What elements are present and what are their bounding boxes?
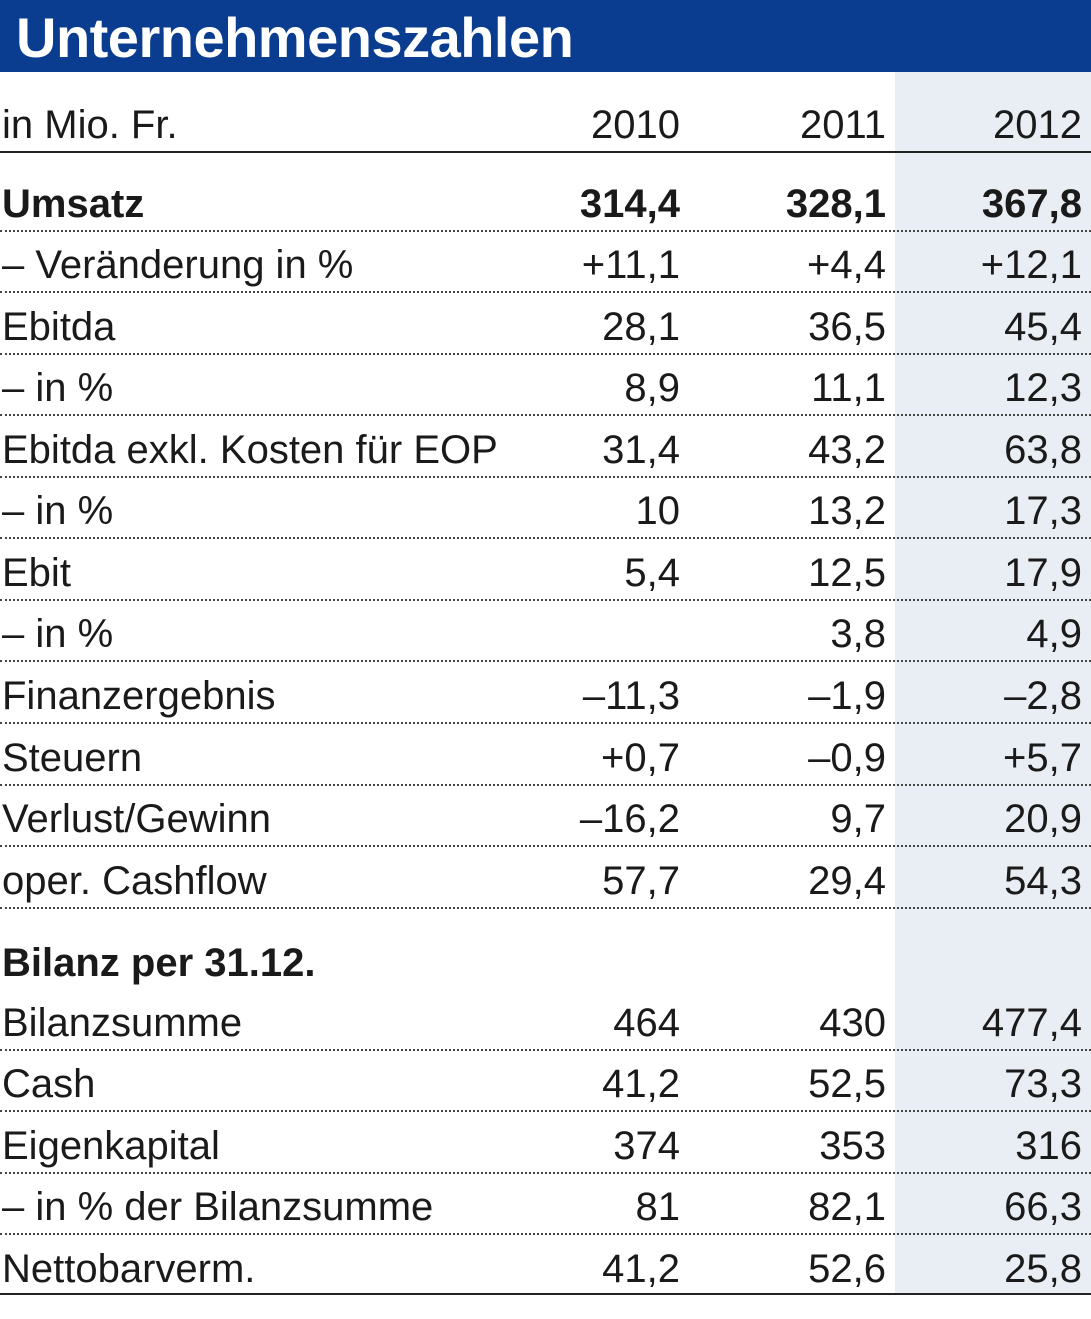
row-label: Eigenkapital [2, 1124, 220, 1168]
value-2010: 464 [613, 1001, 680, 1045]
value-2011: 52,6 [808, 1247, 886, 1291]
value-2010: 374 [613, 1124, 680, 1168]
value-2010: 8,9 [624, 366, 680, 410]
value-2011: –0,9 [808, 736, 886, 780]
value-2010: +0,7 [601, 736, 680, 780]
row-label: Nettobarverm. [2, 1247, 256, 1291]
unit-label: in Mio. Fr. [2, 103, 178, 147]
table-row: oper. Cashflow 57,7 29,4 54,3 [0, 848, 1091, 909]
value-2010: 81 [635, 1185, 681, 1229]
value-2010: 28,1 [602, 305, 680, 349]
value-2012: 20,9 [1004, 797, 1082, 841]
row-label: – in % [2, 366, 114, 410]
row-label: Umsatz [2, 182, 145, 226]
row-label: – in % [2, 489, 114, 533]
value-2012: 17,3 [1004, 489, 1082, 533]
table-row: Verlust/Gewinn –16,2 9,7 20,9 [0, 786, 1091, 847]
year-header-2010: 2010 [591, 103, 680, 147]
row-label: Cash [2, 1062, 96, 1106]
table-row: – in % 10 13,2 17,3 [0, 478, 1091, 539]
table-row: Ebitda exkl. Kosten für EOP 31,4 43,2 63,8 [0, 417, 1091, 478]
table-row: – in % der Bilanzsumme 81 82,1 66,3 [0, 1174, 1091, 1235]
row-label: Finanzergebnis [2, 674, 276, 718]
row-label: – in % [2, 612, 114, 656]
value-2010: 57,7 [602, 859, 680, 903]
value-2011: 43,2 [808, 428, 886, 472]
row-label: – Veränderung in % [2, 243, 354, 287]
value-2011: 430 [819, 1001, 886, 1045]
value-2011: 82,1 [808, 1185, 886, 1229]
value-2011: 29,4 [808, 859, 886, 903]
value-2011: +4,4 [807, 243, 886, 287]
bottom-rule [0, 1293, 1091, 1295]
value-2011: 13,2 [808, 489, 886, 533]
row-label: Ebit [2, 551, 71, 595]
header-rule [0, 151, 1091, 153]
table-row: Ebitda 28,1 36,5 45,4 [0, 294, 1091, 355]
value-2011: 328,1 [785, 182, 886, 226]
value-2011: 3,8 [830, 612, 886, 656]
row-label: Ebitda [2, 305, 116, 349]
year-header-2011: 2011 [799, 103, 886, 147]
value-2012: 477,4 [981, 1001, 1082, 1045]
value-2012: 73,3 [1004, 1062, 1082, 1106]
row-label: Ebitda exkl. Kosten für EOP [2, 428, 498, 472]
value-2011: 12,5 [808, 551, 886, 595]
value-2012: 63,8 [1004, 428, 1082, 472]
value-2012: 17,9 [1004, 551, 1082, 595]
table-row: – in % 3,8 4,9 [0, 601, 1091, 662]
value-2012: 45,4 [1004, 305, 1082, 349]
table-row: Ebit 5,4 12,5 17,9 [0, 540, 1091, 601]
value-2010: 5,4 [624, 551, 680, 595]
table-row: Eigenkapital 374 353 316 [0, 1113, 1091, 1174]
value-2011: 11,1 [811, 366, 886, 410]
highlight-column-2012 [895, 72, 1091, 1294]
value-2012: 316 [1015, 1124, 1082, 1168]
value-2012: 66,3 [1004, 1185, 1082, 1229]
value-2012: 4,9 [1026, 612, 1082, 656]
value-2012: –2,8 [1004, 674, 1082, 718]
value-2010: 41,2 [602, 1062, 680, 1106]
table-row: – Veränderung in % +11,1 +4,4 +12,1 [0, 232, 1091, 293]
title-bar: Unternehmenszahlen [0, 0, 1091, 72]
table-row: Bilanzsumme 464 430 477,4 [0, 990, 1091, 1051]
value-2011: 353 [819, 1124, 886, 1168]
table-row: Umsatz 314,4 328,1 367,8 [0, 171, 1091, 232]
table-row: Finanzergebnis –11,3 –1,9 –2,8 [0, 663, 1091, 724]
value-2011: –1,9 [808, 674, 886, 718]
year-header-2012: 2012 [993, 103, 1082, 147]
value-2011: 9,7 [830, 797, 886, 841]
value-2010: +11,1 [581, 243, 680, 287]
row-label: Bilanz per 31.12. [2, 941, 316, 985]
value-2010: 31,4 [602, 428, 680, 472]
value-2010: –11,3 [582, 674, 680, 718]
value-2011: 36,5 [808, 305, 886, 349]
row-label: oper. Cashflow [2, 859, 267, 903]
value-2010: 314,4 [579, 182, 680, 226]
value-2010: 41,2 [602, 1247, 680, 1291]
value-2012: +12,1 [980, 243, 1082, 287]
table-row: – in % 8,9 11,1 12,3 [0, 355, 1091, 416]
row-label: – in % der Bilanzsumme [2, 1185, 434, 1229]
value-2012: 12,3 [1004, 366, 1082, 410]
table-row: Cash 41,2 52,5 73,3 [0, 1051, 1091, 1112]
table-title: Unternehmenszahlen [16, 6, 574, 69]
table-row: Nettobarverm. 41,2 52,6 25,8 [0, 1236, 1091, 1297]
table-row: Bilanz per 31.12. [0, 930, 1091, 991]
value-2010: 10 [635, 489, 681, 533]
value-2012: +5,7 [1003, 736, 1082, 780]
value-2012: 25,8 [1004, 1247, 1082, 1291]
value-2012: 367,8 [981, 182, 1082, 226]
table-row: Steuern +0,7 –0,9 +5,7 [0, 725, 1091, 786]
value-2011: 52,5 [808, 1062, 886, 1106]
row-label: Verlust/Gewinn [2, 797, 272, 841]
header-row: in Mio. Fr. 2010 2011 2012 [0, 92, 1091, 152]
value-2010: –16,2 [579, 797, 680, 841]
row-label: Steuern [2, 736, 143, 780]
row-label: Bilanzsumme [2, 1001, 243, 1045]
value-2012: 54,3 [1004, 859, 1082, 903]
